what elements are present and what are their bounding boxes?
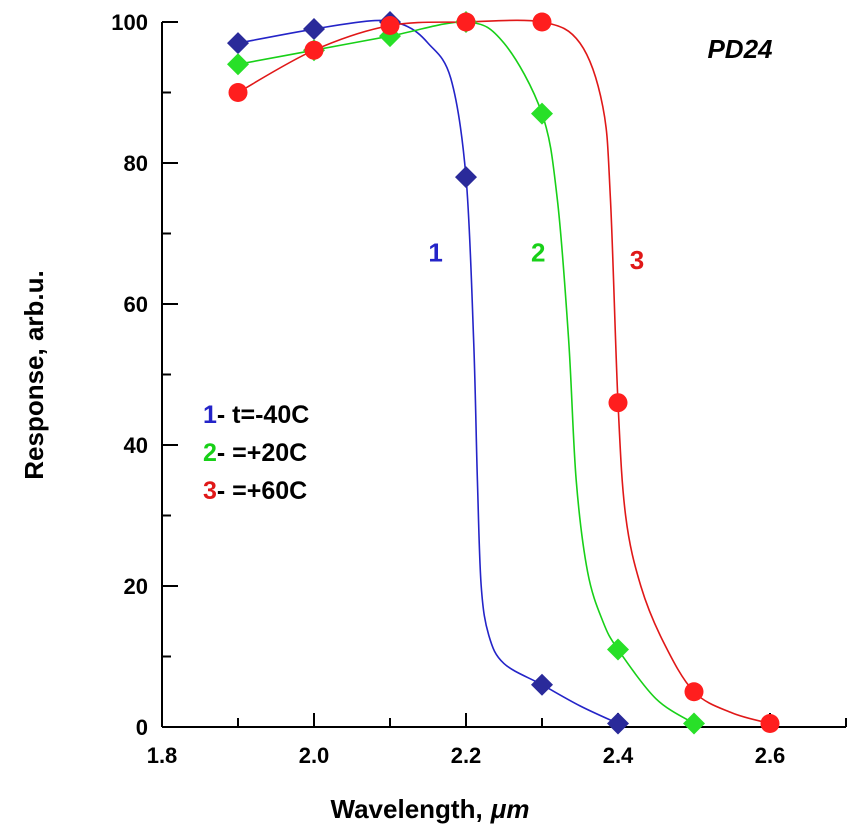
series-1-curve-label: 1 (428, 238, 442, 268)
series-3-curve-label: 3 (630, 245, 644, 275)
series-3-line (237, 19, 771, 725)
series-markers (227, 11, 780, 735)
series-curves (237, 19, 771, 725)
axes (161, 22, 846, 728)
tick-labels: 1.8 2.0 2.2 2.4 2.6 0 20 40 60 80 100 (111, 10, 785, 768)
tick-marks (161, 21, 847, 728)
plot-tag: PD24 (707, 34, 773, 64)
x-tick-label: 2.4 (603, 743, 634, 768)
legend-entry-2: 2- =+20C (203, 439, 307, 467)
series-1-point (303, 18, 325, 41)
legend-number: 2 (203, 439, 217, 467)
legend-entry-3: 3- =+60C (203, 477, 307, 505)
y-tick-label: 80 (124, 151, 148, 176)
series-3-point (304, 40, 324, 60)
series-3-point (228, 83, 248, 102)
series-1-point (531, 673, 553, 696)
series-2-point (607, 638, 629, 661)
series-1-point (607, 712, 629, 735)
series-3-point (760, 713, 780, 733)
series-1-point (455, 166, 477, 189)
series-2-line (237, 21, 695, 725)
x-tick-label: 2.2 (451, 743, 482, 768)
x-tick-label: 2.0 (299, 743, 330, 768)
legend-text: - =+60C (217, 477, 307, 505)
legend-text: - =+20C (217, 439, 307, 467)
y-tick-label: 40 (124, 433, 148, 458)
series-3-point (456, 12, 476, 32)
legend-number: 1 (203, 401, 217, 429)
series-2-point (683, 712, 705, 735)
series-2-point (531, 102, 553, 125)
x-axis-title-text: Wavelength, (331, 794, 483, 824)
x-tick-label: 2.6 (755, 743, 786, 768)
series-1-line (237, 19, 619, 725)
series-3-point (532, 12, 552, 32)
legend-text: - t=-40C (217, 401, 309, 429)
x-axis-unit: μm (490, 794, 530, 824)
y-tick-label: 100 (111, 10, 148, 35)
series-1-point (227, 32, 249, 55)
legend-number: 3 (203, 477, 217, 505)
x-tick-label: 1.8 (147, 743, 178, 768)
y-tick-label: 60 (124, 292, 148, 317)
y-tick-label: 0 (136, 715, 148, 740)
legend-entry-1: 1- t=-40C (203, 401, 309, 429)
series-2-point (227, 53, 249, 76)
series-3-point (380, 16, 400, 36)
x-axis-title: Wavelength, μm (331, 794, 530, 824)
series-3-point (684, 682, 704, 702)
series-2-curve-label: 2 (531, 238, 545, 268)
y-axis-title: Response, arb.u. (19, 270, 49, 480)
curve-labels: 1 2 3 (428, 238, 644, 275)
series-3-point (608, 393, 628, 413)
y-tick-label: 20 (124, 574, 148, 599)
